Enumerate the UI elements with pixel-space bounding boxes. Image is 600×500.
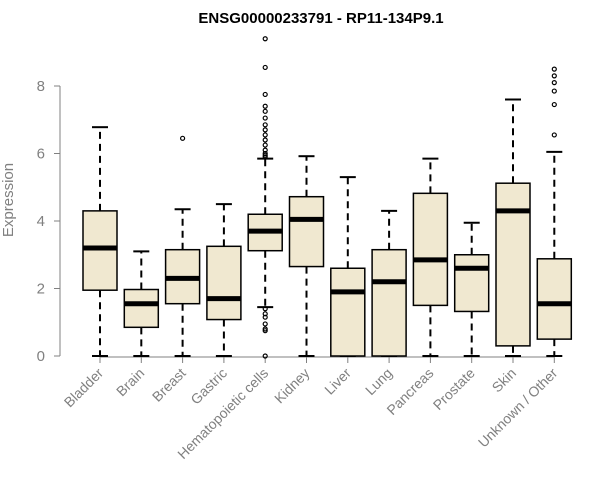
iqr-box [330,267,366,357]
outlier-point [551,66,557,72]
x-tick-label: Skin [489,365,520,396]
box-skin [495,98,531,357]
box-breast [164,135,201,357]
x-tick-label: Breast [149,365,189,405]
outlier-point [262,91,268,98]
box-lung [371,209,407,357]
outlier-point [262,154,268,160]
box-unknown-other [536,66,573,357]
y-tick-label: 6 [37,146,45,163]
y-axis: 0 2 4 6 8 [37,78,61,365]
outlier-point [262,103,268,109]
outlier-point [551,73,557,79]
y-tick-label: 0 [37,348,45,365]
iqr-box [495,182,531,347]
outlier-point [551,80,557,86]
outlier-point [551,101,557,108]
iqr-box [453,254,490,313]
iqr-box [288,195,325,268]
outlier-point [262,115,268,121]
x-tick-label: Lung [362,365,395,398]
outlier-point [262,314,268,320]
outlier-point [262,122,268,128]
box-prostate [453,221,490,357]
outlier-point [262,64,268,71]
outlier-point [262,127,268,133]
outlier-point [262,147,268,153]
iqr-box [123,288,160,329]
outlier-point [262,326,268,332]
x-tick-label: Bladder [61,365,107,411]
outlier-point [262,108,268,114]
outlier-point [180,135,186,141]
y-tick-label: 4 [37,213,45,230]
box-bladder [82,126,118,357]
outlier-point [262,152,268,158]
box-brain [123,250,160,357]
y-tick-label: 8 [37,78,45,95]
outlier-point [262,137,268,143]
x-tick-label: Liver [321,365,354,398]
outlier-point [551,88,557,94]
outlier-point [551,132,557,138]
iqr-box [206,245,242,321]
outlier-point [262,150,268,157]
box-liver [330,176,366,357]
box-pancreas [412,157,449,357]
box-gastric [206,203,242,357]
boxes-group [82,36,573,359]
outlier-point [262,306,268,312]
box-kidney [288,155,325,357]
iqr-box [371,248,407,357]
outlier-point [262,132,268,138]
outlier-point [262,353,268,359]
y-axis-label: Expression [0,163,17,237]
iqr-box [82,210,118,291]
iqr-box [536,258,573,340]
chart-title: ENSG00000233791 - RP11-134P9.1 [198,10,443,27]
iqr-box [412,192,449,307]
x-tick-label: Prostate [430,365,478,413]
outlier-point [262,311,268,317]
outlier-point [262,142,268,148]
x-tick-label: Kidney [271,365,313,407]
outlier-point [262,321,268,327]
box-hematopoietic-cells [247,36,283,359]
outlier-point [262,328,268,334]
y-tick-label: 2 [37,281,45,298]
outlier-point [262,36,268,42]
x-tick-label: Brain [113,365,147,399]
